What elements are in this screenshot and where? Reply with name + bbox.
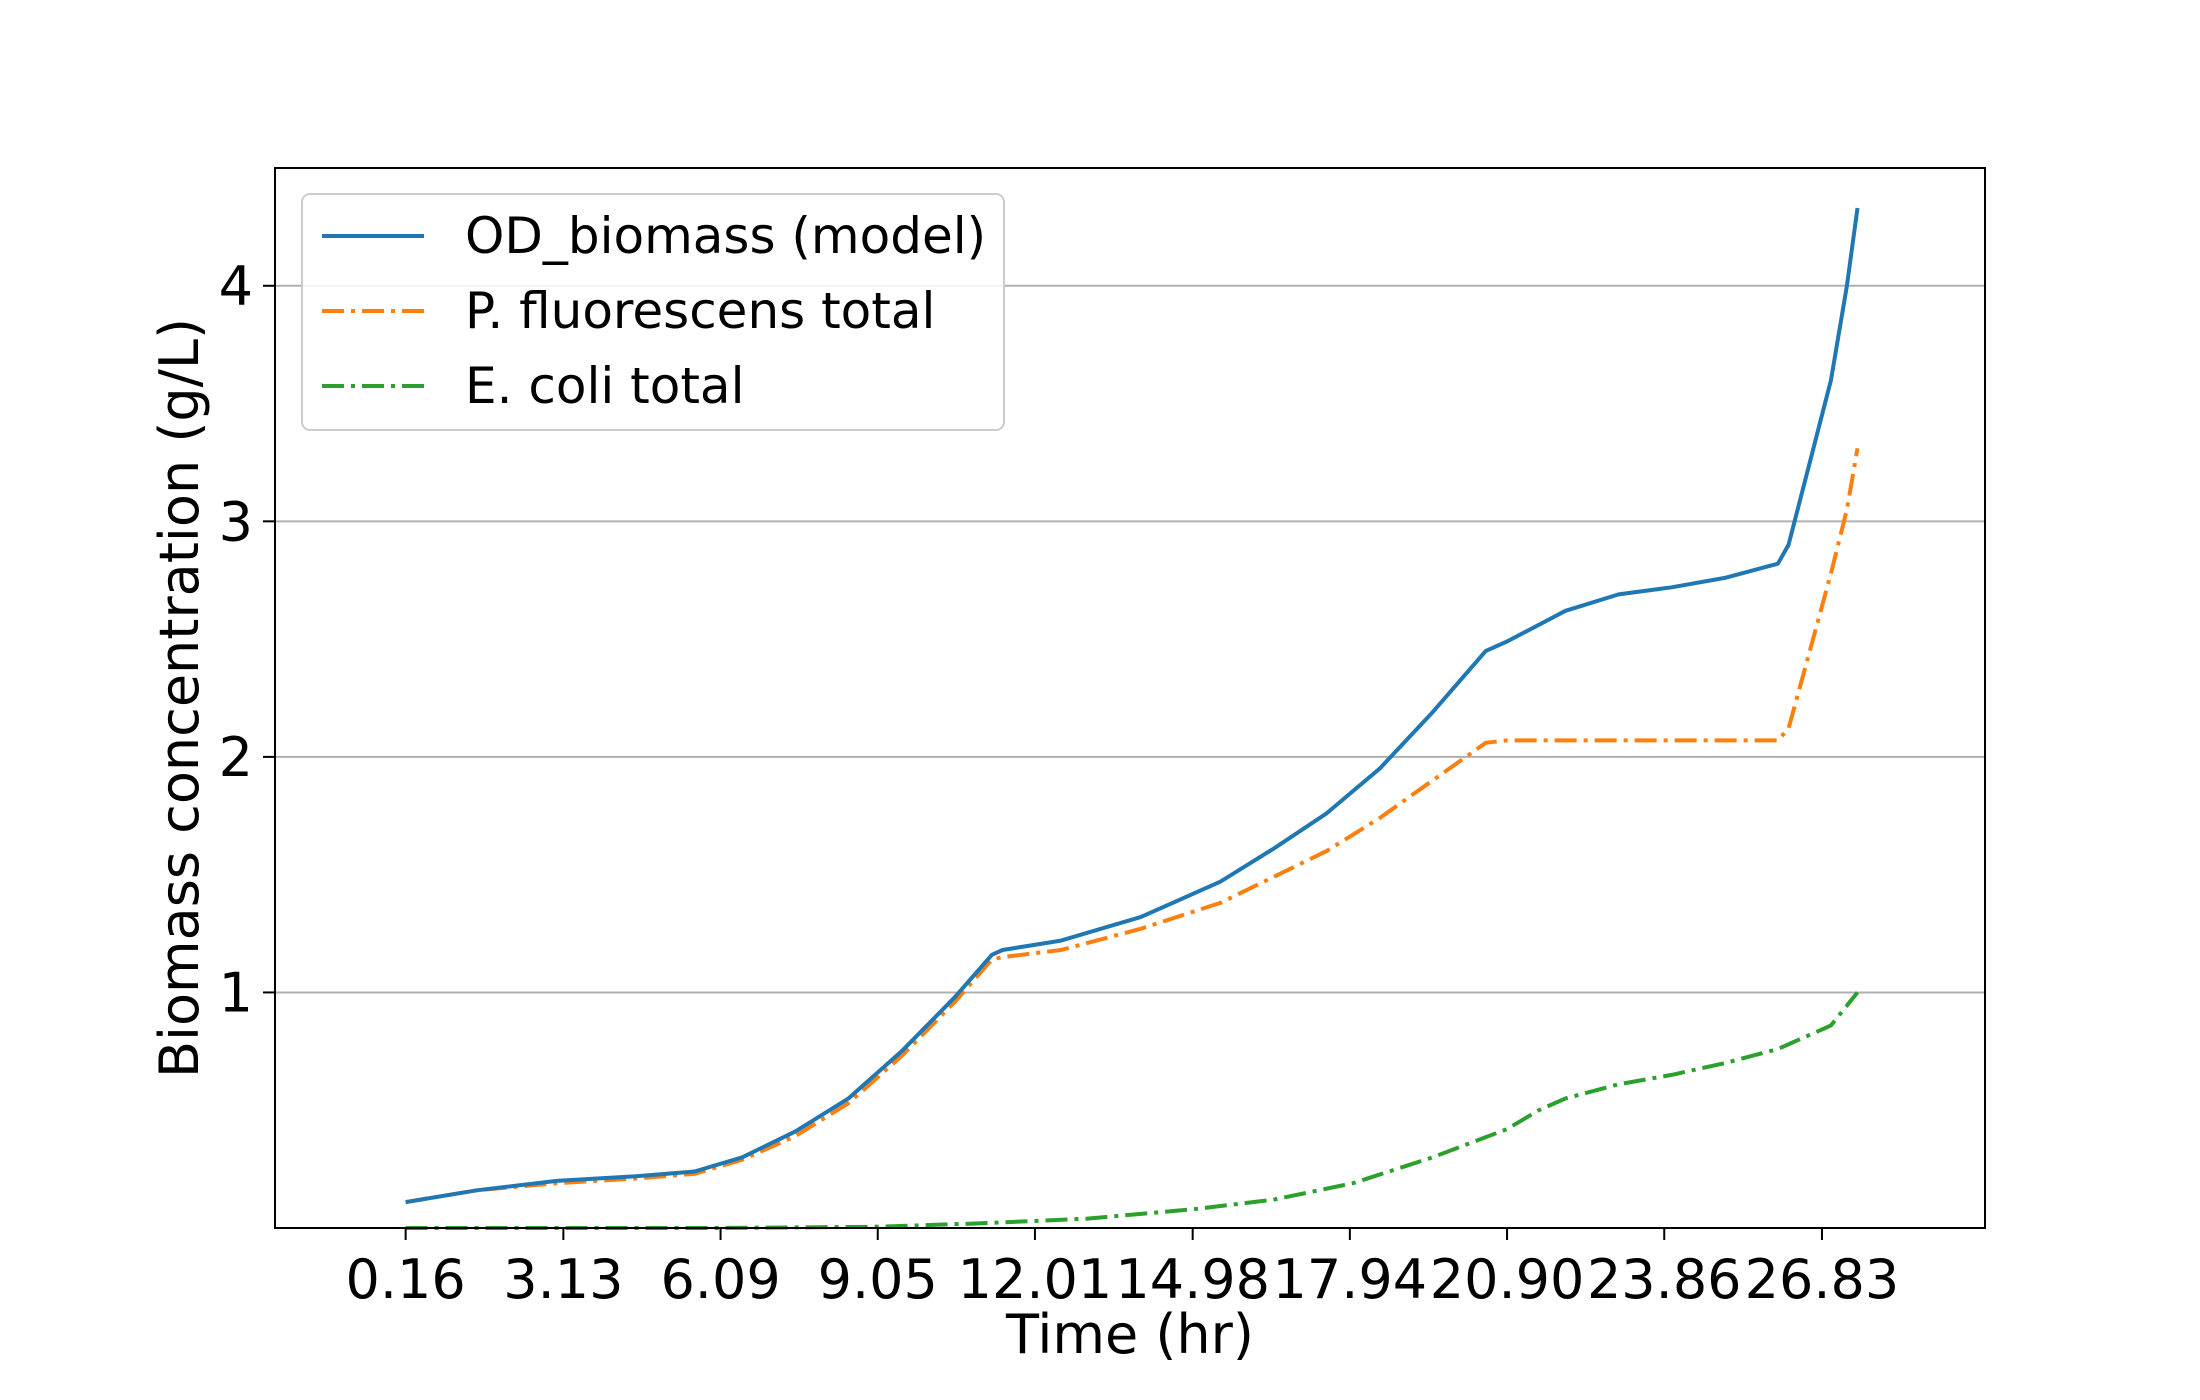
- e-coli-line: [405, 991, 1860, 1230]
- x-tick-label: 14.98: [1115, 1248, 1270, 1311]
- series-lines: [405, 207, 1860, 1230]
- y-tick-label: 4: [219, 255, 253, 318]
- legend: OD_biomass (model) P. fluorescens total E.…: [301, 193, 1005, 431]
- x-axis-ticks: 0.16 3.13 6.09 9.05 12.01 14.98 17.94 20.90 23.8…: [346, 1228, 1900, 1311]
- y-axis-title: Biomass concentration (g/L): [148, 318, 211, 1078]
- legend-items: OD_biomass (model) P. fluorescens total E.…: [322, 207, 986, 415]
- x-tick-label: 20.90: [1430, 1248, 1585, 1311]
- p-fluorescens-line: [405, 447, 1860, 1205]
- x-tick-label: 17.94: [1273, 1248, 1428, 1311]
- legend-label: P. fluorescens total: [465, 282, 935, 340]
- x-tick-label: 3.13: [503, 1248, 623, 1311]
- plot-frame: [274, 167, 1986, 1229]
- x-tick-label: 6.09: [660, 1248, 780, 1311]
- y-tick-label: 2: [219, 726, 253, 789]
- x-axis-title: Time (hr): [1005, 1303, 1254, 1366]
- x-tick-label: 26.83: [1745, 1248, 1900, 1311]
- legend-label: OD_biomass (model): [465, 207, 986, 265]
- x-tick-label: 0.16: [346, 1248, 466, 1311]
- y-tick-label: 1: [219, 961, 253, 1024]
- y-tick-label: 3: [219, 490, 253, 553]
- x-tick-label: 23.86: [1587, 1248, 1742, 1311]
- legend-label: E. coli total: [465, 357, 744, 415]
- legend-frame: [301, 193, 1005, 431]
- x-tick-label: 12.01: [958, 1248, 1113, 1311]
- x-tick-label: 9.05: [818, 1248, 938, 1311]
- y-axis-ticks: 1 2 3 4: [219, 255, 275, 1024]
- od-biomass-line: [405, 207, 1860, 1205]
